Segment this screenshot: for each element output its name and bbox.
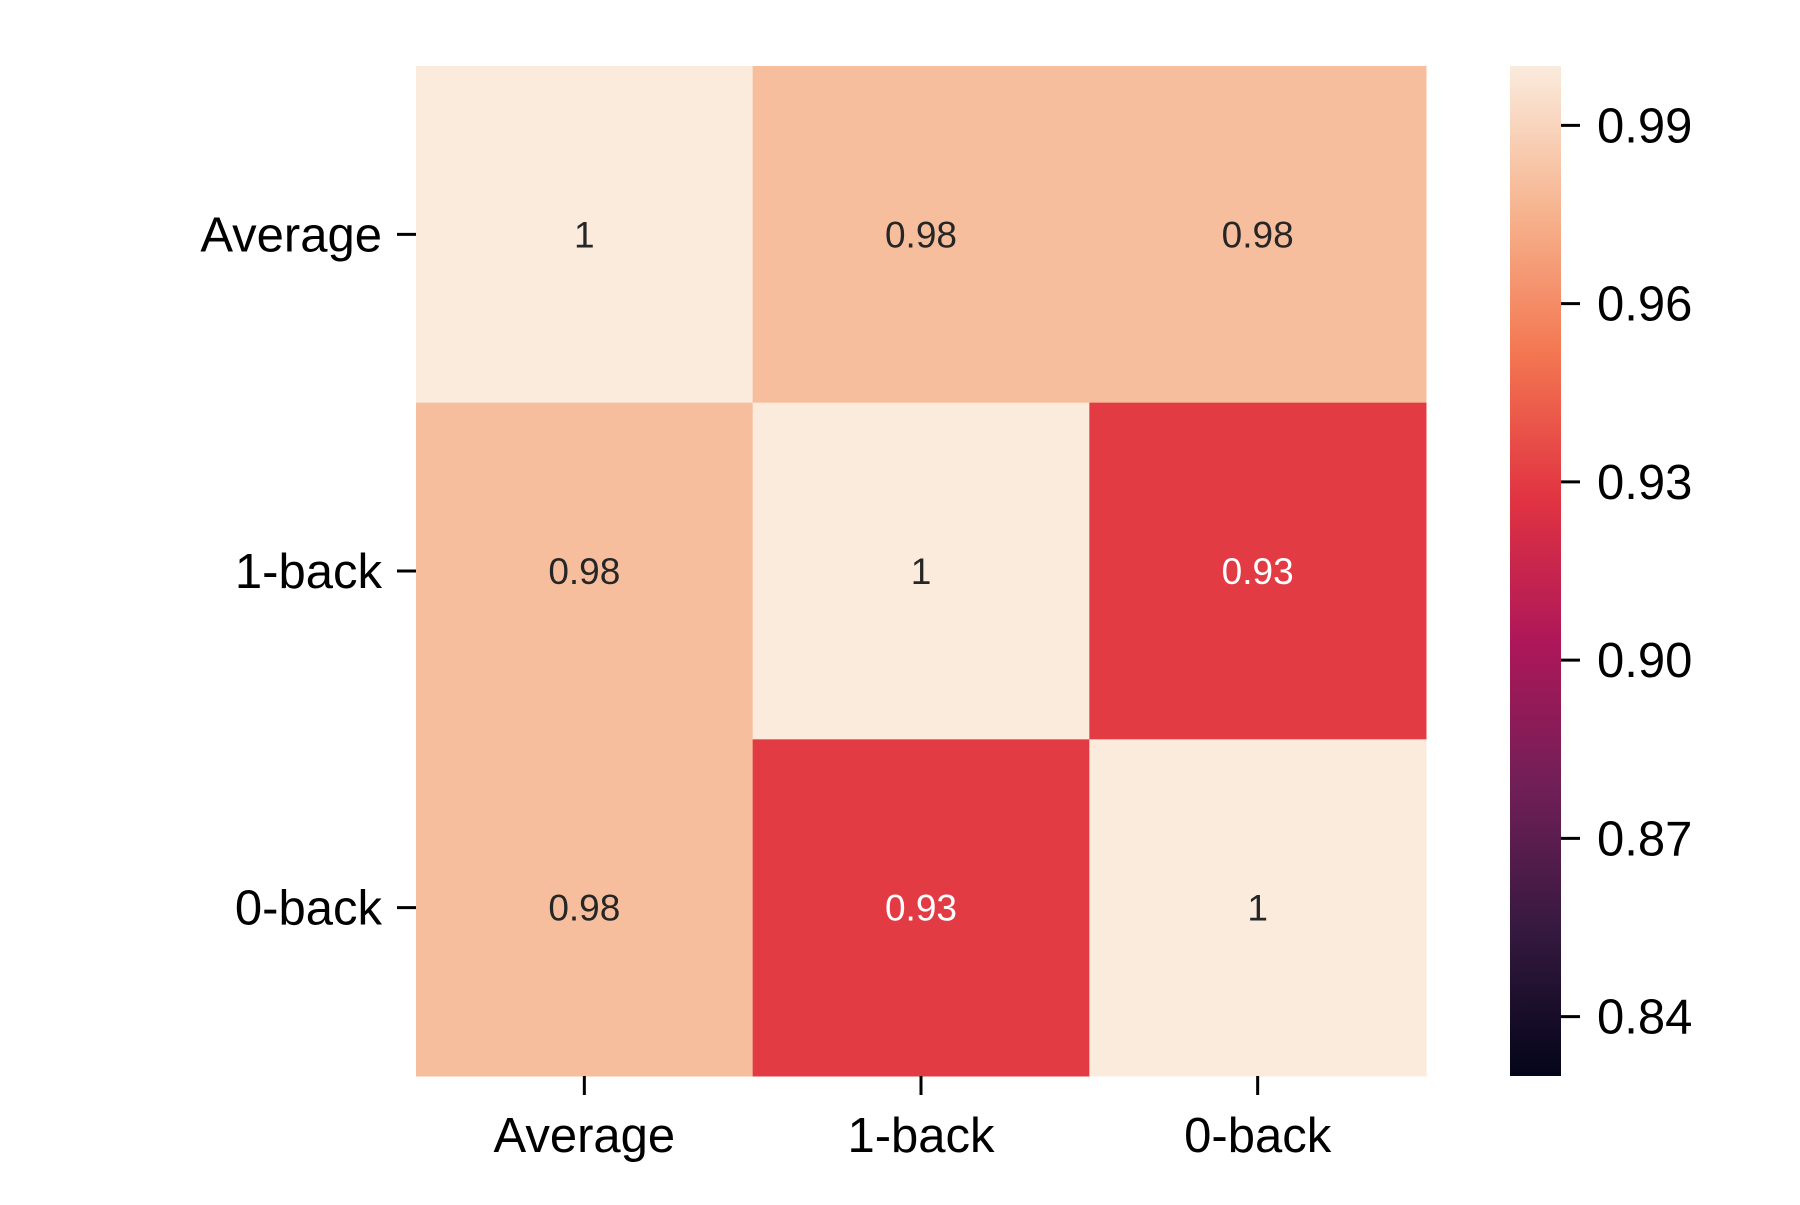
colorbar-tick-label: 0.99	[1597, 99, 1692, 153]
y-tick-label: Average	[200, 208, 382, 262]
x-axis: Average 1-back 0-back	[494, 1076, 1332, 1163]
colorbar-tick-label: 0.90	[1597, 634, 1692, 688]
y-axis: Average 1-back 0-back	[200, 208, 416, 936]
y-tick-label: 0-back	[235, 882, 383, 936]
heatmap-cells	[416, 66, 1427, 1077]
cell-annotation: 0.93	[1222, 551, 1294, 592]
heatmap-cell	[416, 739, 754, 1077]
heatmap-cell	[1089, 66, 1427, 404]
heatmap-cell	[752, 739, 1090, 1077]
colorbar-tick-label: 0.84	[1597, 991, 1692, 1045]
y-tick-label: 1-back	[235, 545, 383, 599]
cell-annotation: 0.98	[548, 888, 620, 929]
cell-annotation: 0.93	[885, 888, 957, 929]
heatmap-cell	[416, 402, 754, 740]
heatmap-cell	[752, 66, 1090, 404]
colorbar: 0.84 0.87 0.90 0.93 0.96 0.99	[1510, 66, 1692, 1076]
heatmap-cell	[1089, 402, 1427, 740]
cell-annotation: 0.98	[1222, 214, 1294, 255]
heatmap-cell	[416, 66, 754, 404]
colorbar-tick-label: 0.87	[1597, 812, 1692, 866]
cell-annotation: 0.98	[885, 214, 957, 255]
heatmap-cell	[1089, 739, 1427, 1077]
cell-annotations: 1 0.98 0.98 0.98 1 0.93 0.98 0.93 1	[548, 214, 1293, 928]
colorbar-gradient	[1510, 66, 1561, 1076]
cell-annotation: 0.98	[548, 551, 620, 592]
x-tick-label: 0-back	[1184, 1109, 1332, 1163]
x-tick-label: 1-back	[847, 1109, 995, 1163]
colorbar-tick-label: 0.96	[1597, 278, 1692, 332]
cell-annotation: 1	[574, 214, 595, 255]
heatmap-cell	[752, 402, 1090, 740]
x-tick-label: Average	[494, 1109, 676, 1163]
cell-annotation: 1	[911, 551, 932, 592]
cell-annotation: 1	[1247, 888, 1268, 929]
colorbar-tick-label: 0.93	[1597, 456, 1692, 510]
